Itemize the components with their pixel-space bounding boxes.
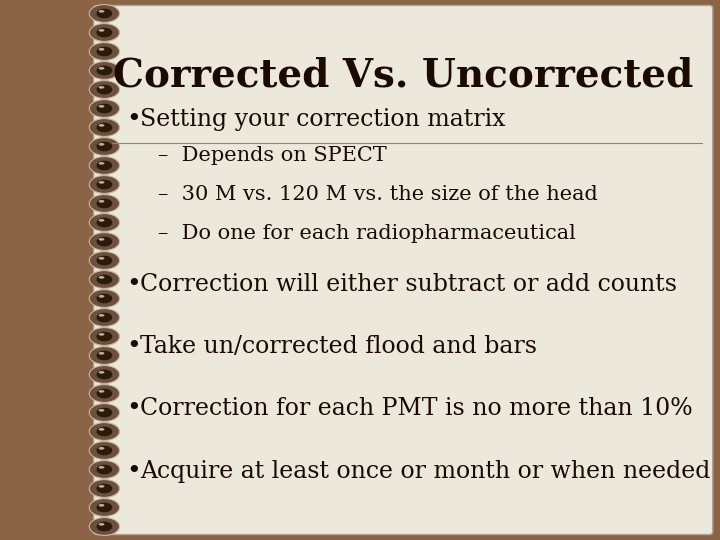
Ellipse shape: [89, 308, 120, 326]
Ellipse shape: [89, 328, 120, 346]
Ellipse shape: [89, 24, 120, 42]
Ellipse shape: [89, 5, 120, 22]
Ellipse shape: [96, 123, 112, 132]
FancyBboxPatch shape: [94, 5, 713, 535]
Ellipse shape: [99, 390, 104, 393]
Ellipse shape: [96, 199, 112, 208]
Ellipse shape: [99, 352, 104, 355]
Ellipse shape: [99, 466, 104, 469]
Ellipse shape: [96, 66, 112, 76]
Ellipse shape: [96, 294, 112, 303]
Ellipse shape: [89, 442, 120, 460]
Ellipse shape: [89, 461, 120, 478]
Ellipse shape: [99, 504, 104, 507]
Ellipse shape: [89, 384, 120, 402]
Ellipse shape: [99, 523, 104, 525]
Ellipse shape: [99, 485, 104, 488]
Ellipse shape: [89, 403, 120, 421]
Ellipse shape: [89, 194, 120, 212]
Ellipse shape: [96, 85, 112, 94]
Text: Correction will either subtract or add counts: Correction will either subtract or add c…: [140, 273, 678, 296]
Ellipse shape: [99, 276, 104, 279]
Ellipse shape: [96, 370, 112, 380]
Text: Correction for each PMT is no more than 10%: Correction for each PMT is no more than …: [140, 397, 693, 421]
Ellipse shape: [89, 62, 120, 79]
Ellipse shape: [99, 10, 104, 13]
Text: •: •: [126, 397, 140, 421]
Ellipse shape: [96, 503, 112, 512]
Ellipse shape: [96, 275, 112, 285]
Ellipse shape: [99, 257, 104, 260]
Ellipse shape: [96, 446, 112, 455]
Ellipse shape: [99, 181, 104, 184]
Ellipse shape: [96, 484, 112, 494]
Ellipse shape: [89, 498, 120, 516]
Ellipse shape: [99, 124, 104, 127]
Ellipse shape: [96, 522, 112, 531]
Ellipse shape: [89, 43, 120, 60]
Ellipse shape: [99, 333, 104, 336]
Ellipse shape: [96, 255, 112, 265]
Ellipse shape: [96, 332, 112, 341]
Ellipse shape: [99, 29, 104, 32]
Ellipse shape: [89, 366, 120, 383]
Ellipse shape: [89, 80, 120, 98]
Ellipse shape: [89, 289, 120, 307]
Text: •: •: [126, 108, 140, 131]
Ellipse shape: [89, 233, 120, 251]
Text: Take un/corrected flood and bars: Take un/corrected flood and bars: [140, 335, 537, 359]
Text: •: •: [126, 460, 140, 483]
Ellipse shape: [96, 141, 112, 151]
Ellipse shape: [89, 423, 120, 441]
Ellipse shape: [96, 104, 112, 113]
Ellipse shape: [96, 389, 112, 399]
Text: •: •: [126, 273, 140, 296]
Ellipse shape: [89, 119, 120, 137]
Text: –  Do one for each radiopharmaceutical: – Do one for each radiopharmaceutical: [158, 224, 576, 242]
Ellipse shape: [96, 28, 112, 37]
Ellipse shape: [99, 67, 104, 70]
Ellipse shape: [89, 480, 120, 497]
Ellipse shape: [99, 105, 104, 107]
Ellipse shape: [96, 464, 112, 474]
Ellipse shape: [96, 218, 112, 227]
Ellipse shape: [96, 408, 112, 417]
Ellipse shape: [89, 138, 120, 156]
Ellipse shape: [96, 237, 112, 246]
Ellipse shape: [96, 9, 112, 18]
Ellipse shape: [99, 371, 104, 374]
Ellipse shape: [89, 214, 120, 232]
Ellipse shape: [99, 48, 104, 51]
Ellipse shape: [96, 313, 112, 322]
Ellipse shape: [96, 46, 112, 56]
Text: Acquire at least once or month or when needed: Acquire at least once or month or when n…: [140, 460, 711, 483]
Ellipse shape: [89, 347, 120, 364]
Text: –  30 M vs. 120 M vs. the size of the head: – 30 M vs. 120 M vs. the size of the hea…: [158, 185, 598, 204]
Ellipse shape: [89, 99, 120, 117]
Ellipse shape: [99, 219, 104, 222]
Ellipse shape: [99, 86, 104, 89]
Ellipse shape: [96, 180, 112, 190]
Text: –  Depends on SPECT: – Depends on SPECT: [158, 146, 387, 165]
Ellipse shape: [89, 252, 120, 269]
Text: Corrected Vs. Uncorrected: Corrected Vs. Uncorrected: [113, 57, 693, 94]
Ellipse shape: [99, 200, 104, 202]
Ellipse shape: [96, 350, 112, 360]
Text: Setting your correction matrix: Setting your correction matrix: [140, 108, 505, 131]
Ellipse shape: [99, 314, 104, 316]
Ellipse shape: [96, 427, 112, 436]
Ellipse shape: [99, 295, 104, 298]
Ellipse shape: [89, 271, 120, 288]
Ellipse shape: [99, 238, 104, 241]
Ellipse shape: [89, 517, 120, 535]
Ellipse shape: [96, 160, 112, 170]
Ellipse shape: [99, 143, 104, 146]
Ellipse shape: [99, 162, 104, 165]
Text: •: •: [126, 335, 140, 359]
Ellipse shape: [99, 409, 104, 411]
Ellipse shape: [99, 428, 104, 431]
Ellipse shape: [99, 447, 104, 450]
Ellipse shape: [89, 176, 120, 193]
Ellipse shape: [89, 157, 120, 174]
